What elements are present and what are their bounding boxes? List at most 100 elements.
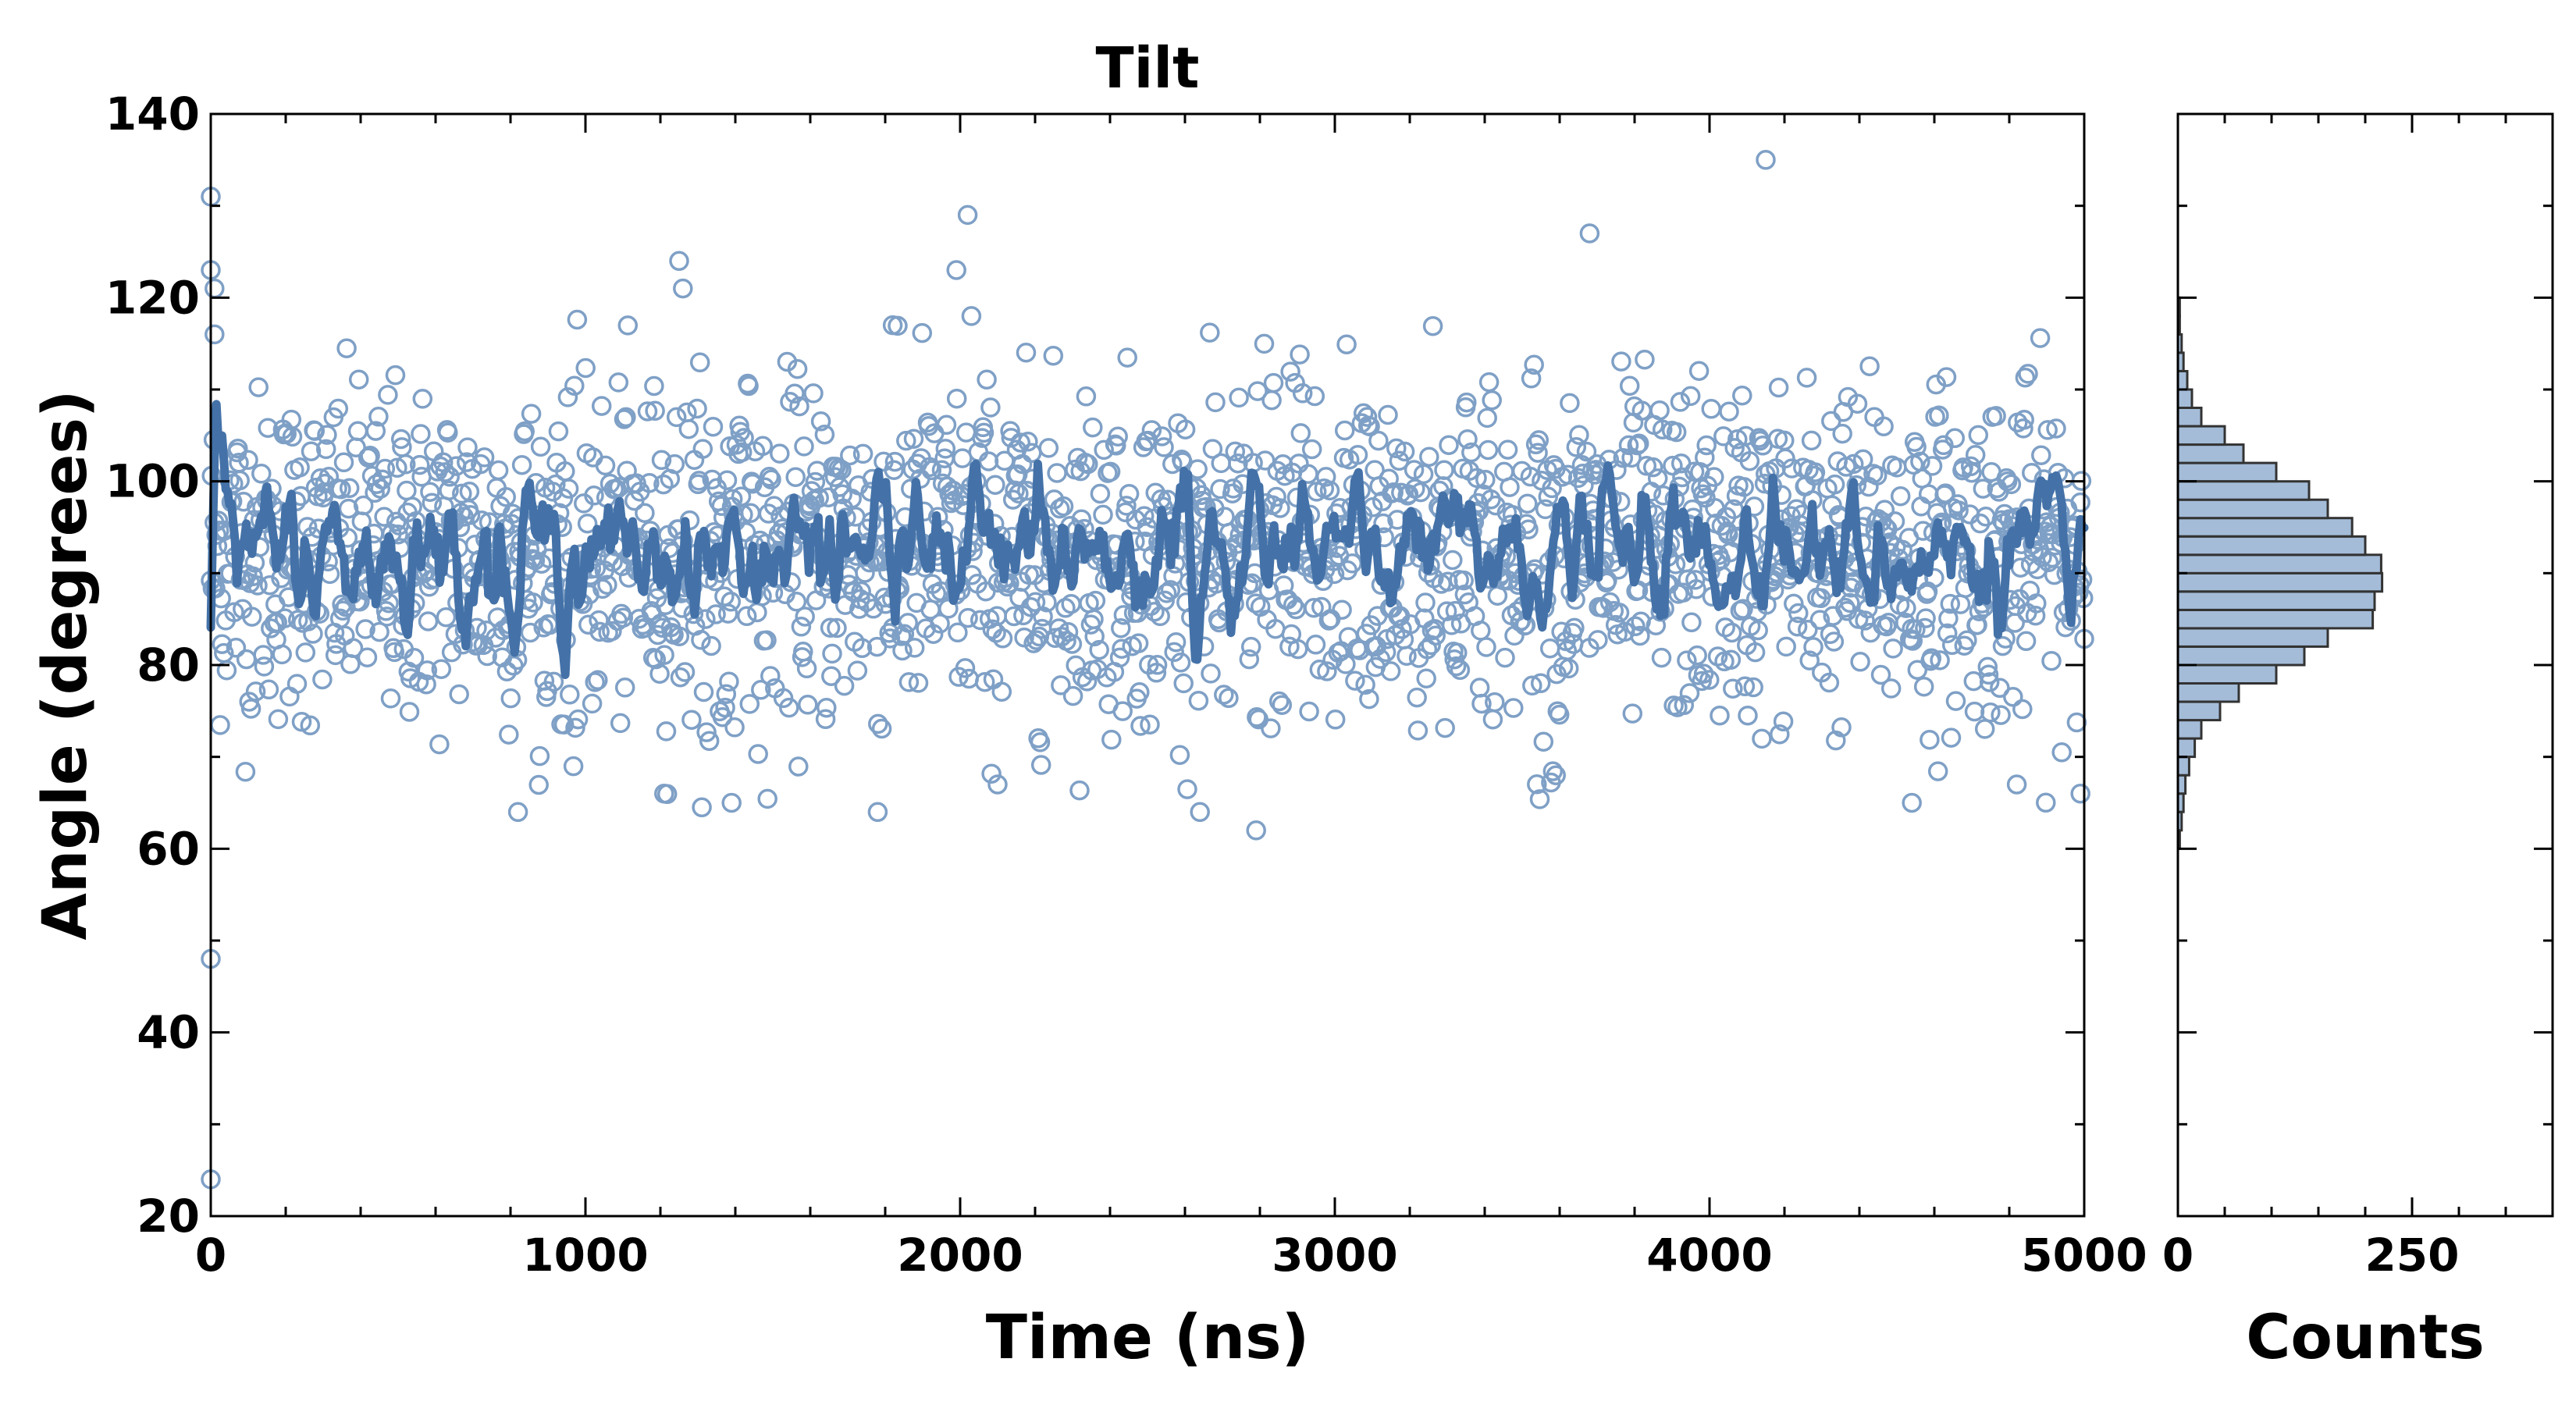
scatter-point xyxy=(992,628,1013,649)
scatter-point xyxy=(1304,597,1324,618)
scatter-points xyxy=(201,150,2094,1190)
scatter-point xyxy=(1880,678,1902,699)
scatter-point xyxy=(1016,342,1037,363)
scatter-point-outlier xyxy=(957,205,978,226)
scatter-point xyxy=(1978,664,1999,685)
scatter-point xyxy=(514,421,535,442)
scatter-point xyxy=(635,503,655,523)
scatter-point xyxy=(1647,468,1668,489)
scatter-point xyxy=(1738,705,1758,726)
scatter-point xyxy=(935,439,956,459)
scatter-point xyxy=(693,681,714,702)
histogram-bar xyxy=(2176,388,2194,409)
scatter-point xyxy=(1542,761,1564,781)
histogram-bar xyxy=(2176,682,2240,703)
scatter-point xyxy=(1078,454,1098,475)
scatter-point xyxy=(1038,438,1059,458)
scatter-point xyxy=(1266,486,1286,507)
scatter-point-outlier xyxy=(1902,792,1922,813)
scatter-point xyxy=(431,659,452,679)
scatter-point xyxy=(1529,789,1550,809)
scatter-point xyxy=(275,608,295,628)
scatter-point xyxy=(880,628,901,649)
scatter-point xyxy=(1938,608,1959,629)
scatter-point xyxy=(1701,399,1721,419)
scatter-point xyxy=(1404,460,1425,480)
scatter-point xyxy=(1254,333,1275,354)
scatter-point xyxy=(1929,405,1949,426)
main-plot-frame xyxy=(209,112,2086,1218)
scatter-point xyxy=(1317,661,1337,681)
scatter-point xyxy=(1625,616,1646,637)
scatter-point xyxy=(1058,621,1079,642)
scatter-point xyxy=(810,411,831,432)
scatter-point xyxy=(731,442,753,462)
scatter-point xyxy=(736,606,757,627)
scatter-point xyxy=(1357,407,1378,427)
scatter-point xyxy=(1309,660,1330,680)
scatter-point xyxy=(974,671,995,692)
scatter-point xyxy=(1977,656,1998,678)
scatter-point xyxy=(807,461,827,481)
scatter-point xyxy=(1478,439,1499,461)
scatter-point xyxy=(958,607,978,628)
scatter-point xyxy=(591,396,612,416)
scatter-point xyxy=(653,474,674,495)
scatter-point xyxy=(2066,712,2087,733)
scatter-point xyxy=(614,409,635,429)
scatter-point xyxy=(1866,465,1888,486)
scatter-point xyxy=(1228,453,1248,474)
scatter-point xyxy=(719,671,739,692)
scatter-point xyxy=(1986,406,2006,426)
scatter-point xyxy=(368,407,389,427)
scatter-point xyxy=(1558,658,1579,679)
scatter-point xyxy=(1202,439,1223,459)
scatter-point xyxy=(1169,745,1190,765)
scatter-point-outlier xyxy=(867,802,888,823)
scatter-point xyxy=(343,638,364,659)
scatter-point xyxy=(1940,593,1961,614)
scatter-point xyxy=(439,467,460,487)
scatter-point xyxy=(1510,610,1532,631)
scatter-point xyxy=(1672,467,1692,488)
scatter-point xyxy=(253,645,273,665)
scatter-point xyxy=(840,445,860,466)
scatter-point xyxy=(1916,608,1936,628)
scatter-point xyxy=(417,660,438,681)
scatter-point xyxy=(412,389,433,409)
scatter-point xyxy=(1699,670,1720,690)
scatter-point xyxy=(1896,598,1916,618)
scatter-point xyxy=(474,447,495,468)
scatter-point xyxy=(1165,631,1187,653)
scatter-point xyxy=(1047,463,1067,483)
scatter-point xyxy=(831,460,852,480)
scatter-point xyxy=(1093,504,1113,525)
scatter-point xyxy=(1720,649,1742,670)
scatter-point xyxy=(1471,621,1491,641)
scatter-point xyxy=(2046,418,2066,439)
scatter-point xyxy=(1083,609,1104,629)
histogram-bar xyxy=(2176,553,2382,574)
scatter-point xyxy=(677,402,697,423)
scatter-point xyxy=(1748,620,1768,641)
scatter-point xyxy=(297,517,318,537)
scatter-point xyxy=(2001,474,2022,495)
scatter-point xyxy=(649,663,670,684)
scatter-point xyxy=(1130,716,1151,736)
scatter-point xyxy=(1884,511,1905,532)
scatter-point xyxy=(747,602,767,623)
scatter-point xyxy=(1576,441,1597,462)
scatter-point xyxy=(1413,464,1434,485)
scatter-point xyxy=(568,709,589,730)
scatter-point xyxy=(1549,704,1570,725)
scatter-point xyxy=(912,322,933,343)
x-tick-label: 1000 xyxy=(522,1229,648,1282)
scatter-point xyxy=(366,474,387,494)
scatter-point xyxy=(973,422,994,443)
scatter-point xyxy=(1937,623,1958,644)
scatter-point xyxy=(798,695,818,715)
scatter-point xyxy=(1280,361,1300,382)
scatter-point xyxy=(1000,421,1020,441)
scatter-point-outlier xyxy=(1246,820,1266,841)
scatter-point xyxy=(301,441,322,461)
